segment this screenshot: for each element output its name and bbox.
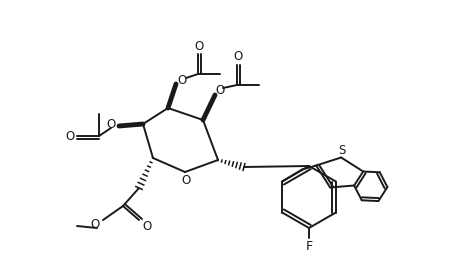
Text: O: O — [233, 50, 243, 64]
Text: S: S — [339, 144, 346, 157]
Text: O: O — [215, 84, 225, 98]
Text: O: O — [177, 73, 187, 87]
Text: O: O — [66, 130, 75, 144]
Text: O: O — [106, 118, 115, 132]
Text: O: O — [142, 219, 152, 233]
Text: O: O — [181, 175, 190, 187]
Text: O: O — [194, 39, 204, 53]
Text: O: O — [90, 218, 100, 232]
Text: F: F — [305, 239, 313, 253]
